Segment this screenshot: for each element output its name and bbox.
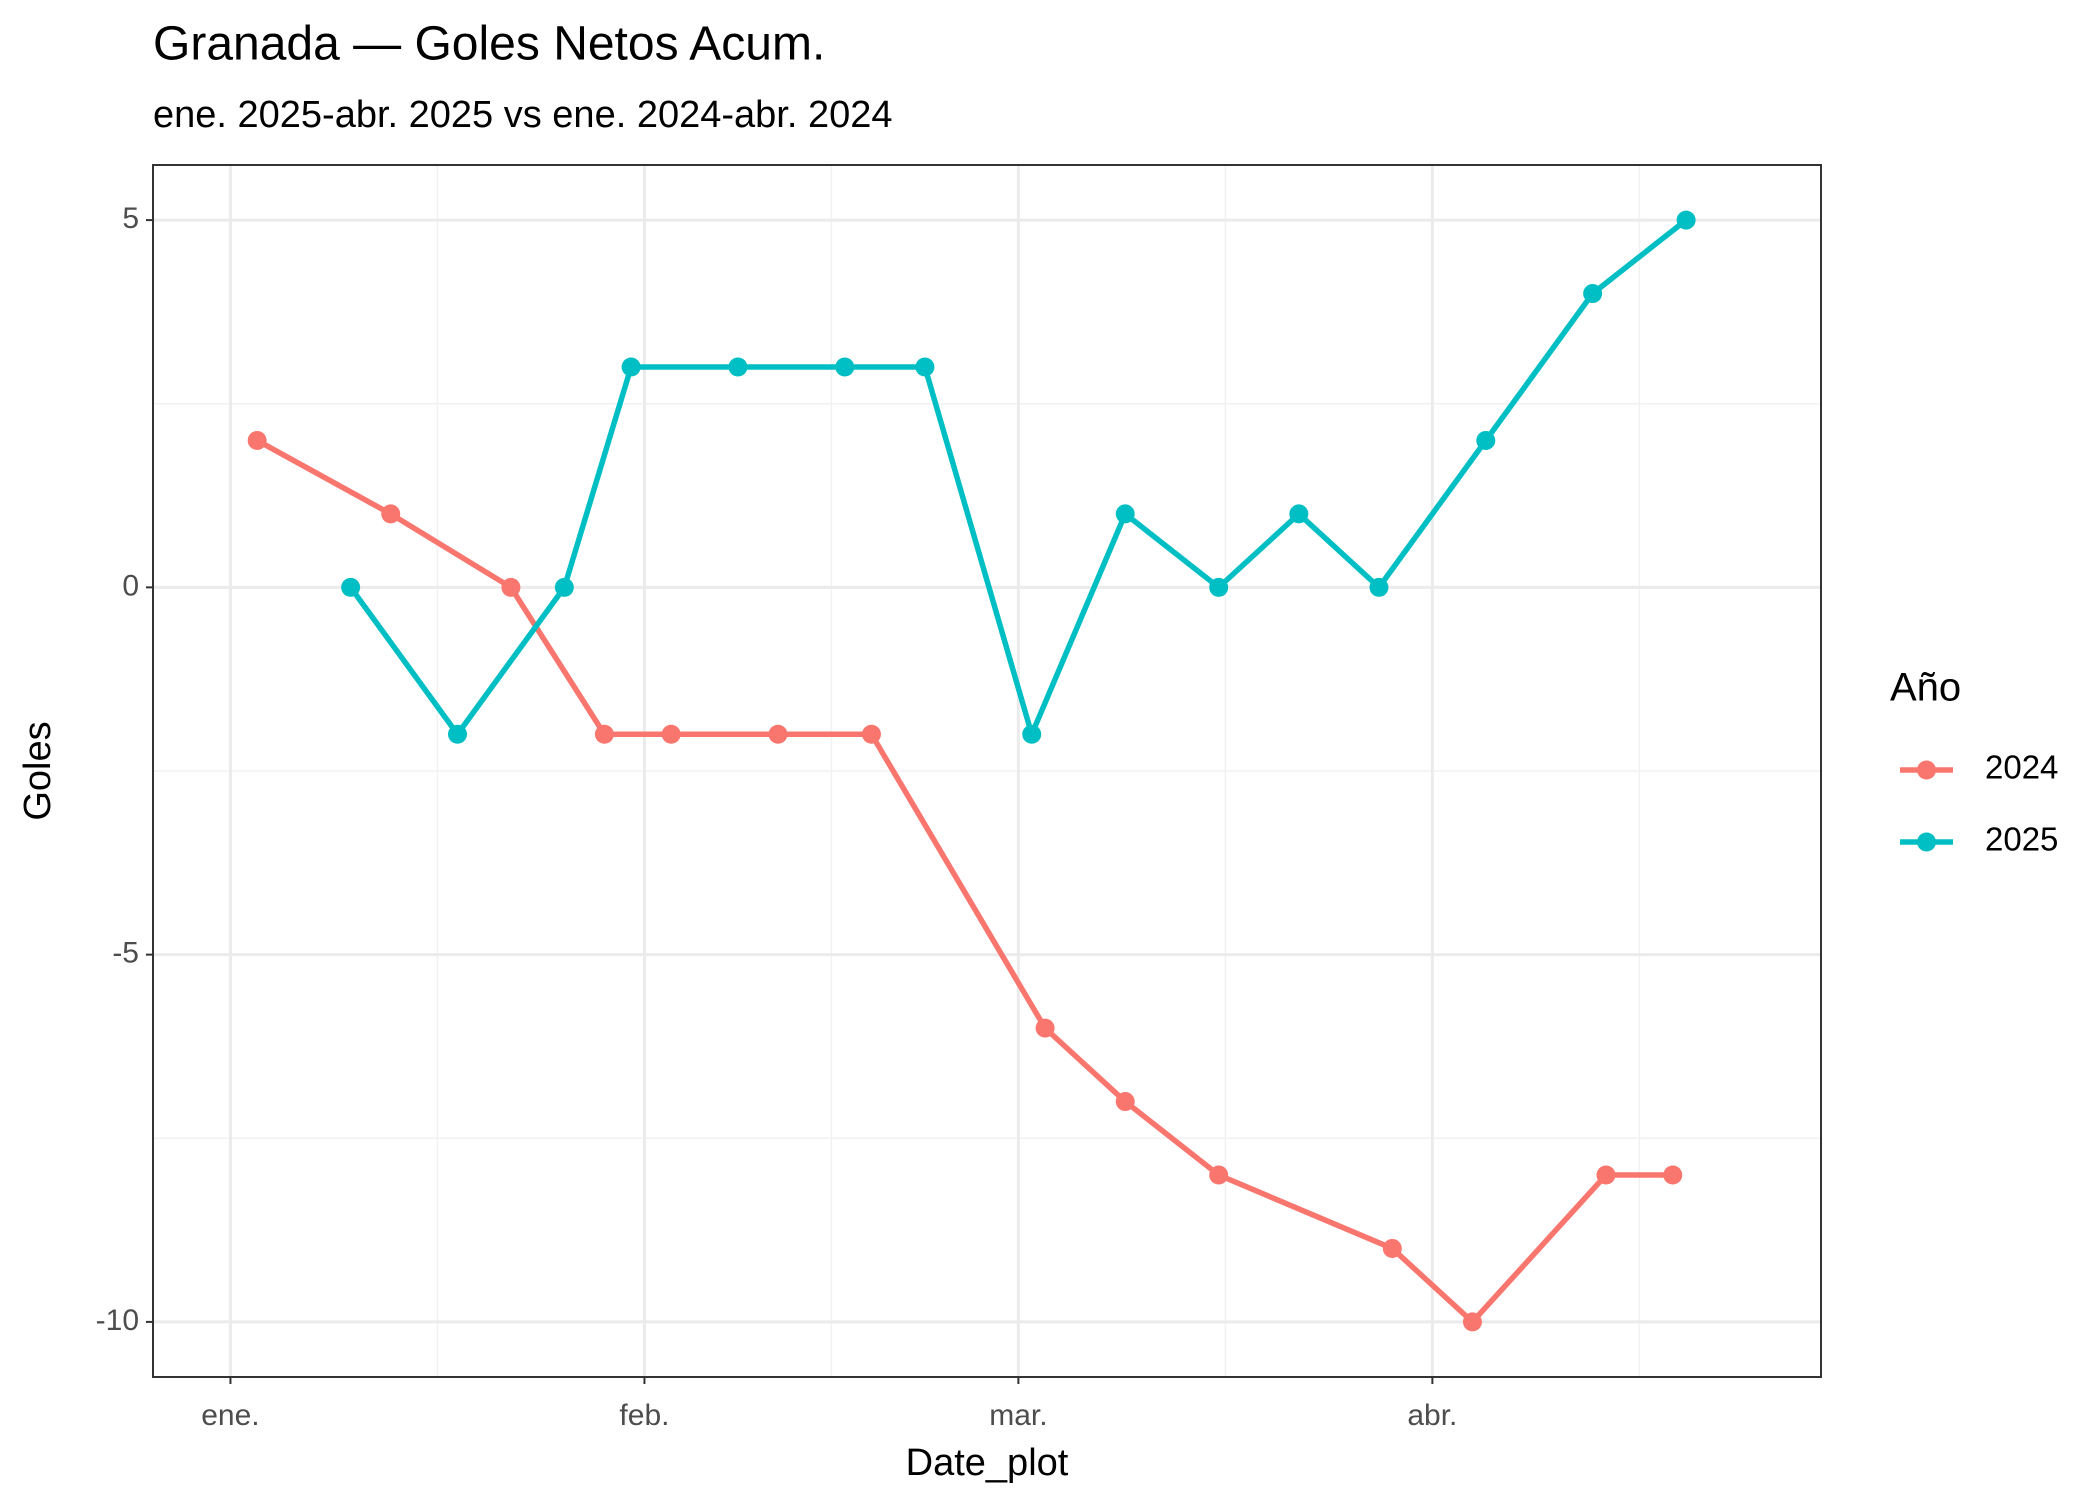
data-point bbox=[1035, 1018, 1055, 1038]
data-point bbox=[554, 577, 574, 597]
data-point bbox=[835, 357, 855, 377]
series-line bbox=[255, 438, 1673, 1325]
legend: Año 2024 2025 bbox=[1890, 666, 2058, 858]
legend-key-point bbox=[1917, 760, 1936, 780]
legend-key-point bbox=[1917, 832, 1936, 852]
data-point bbox=[1289, 504, 1309, 524]
y-tick-label: -5 bbox=[112, 937, 139, 970]
y-tick-label: 5 bbox=[122, 202, 139, 235]
data-point bbox=[661, 724, 681, 744]
data-point bbox=[1022, 724, 1042, 744]
x-tick-label: abr. bbox=[1407, 1399, 1457, 1432]
plot-area bbox=[247, 210, 1696, 1332]
data-point bbox=[1583, 284, 1603, 304]
panel-border bbox=[152, 164, 1822, 1378]
data-point bbox=[1476, 430, 1496, 450]
data-point bbox=[728, 357, 748, 377]
data-point bbox=[1462, 1312, 1482, 1332]
data-point bbox=[341, 577, 361, 597]
data-point bbox=[1369, 577, 1389, 597]
data-point bbox=[1209, 577, 1229, 597]
data-point bbox=[861, 724, 881, 744]
x-axis-title: Date_plot bbox=[906, 1442, 1069, 1484]
legend-title: Año bbox=[1890, 666, 1961, 710]
chart-subtitle: ene. 2025-abr. 2025 vs ene. 2024-abr. 20… bbox=[153, 94, 892, 136]
legend-label: 2025 bbox=[1985, 821, 2058, 858]
y-tick-label: -10 bbox=[96, 1304, 139, 1337]
data-point bbox=[1209, 1165, 1229, 1185]
data-point bbox=[1115, 1092, 1135, 1112]
data-point bbox=[247, 430, 267, 450]
data-point bbox=[768, 724, 788, 744]
x-tick-label: feb. bbox=[619, 1399, 669, 1432]
data-point bbox=[1663, 1165, 1683, 1185]
data-point bbox=[381, 504, 401, 524]
data-point bbox=[447, 724, 467, 744]
data-point bbox=[594, 724, 614, 744]
legend-label: 2024 bbox=[1985, 749, 2058, 786]
data-point bbox=[1382, 1238, 1402, 1258]
x-tick-label: mar. bbox=[989, 1399, 1047, 1432]
chart-title: Granada — Goles Netos Acum. bbox=[153, 18, 825, 71]
data-point bbox=[1115, 504, 1135, 524]
data-point bbox=[621, 357, 641, 377]
x-tick-label: ene. bbox=[201, 1399, 259, 1432]
data-point bbox=[1676, 210, 1696, 230]
y-tick-label: 0 bbox=[122, 569, 139, 602]
data-point bbox=[501, 577, 521, 597]
y-axis-title: Goles bbox=[17, 721, 59, 820]
data-point bbox=[1596, 1165, 1616, 1185]
data-point bbox=[915, 357, 935, 377]
